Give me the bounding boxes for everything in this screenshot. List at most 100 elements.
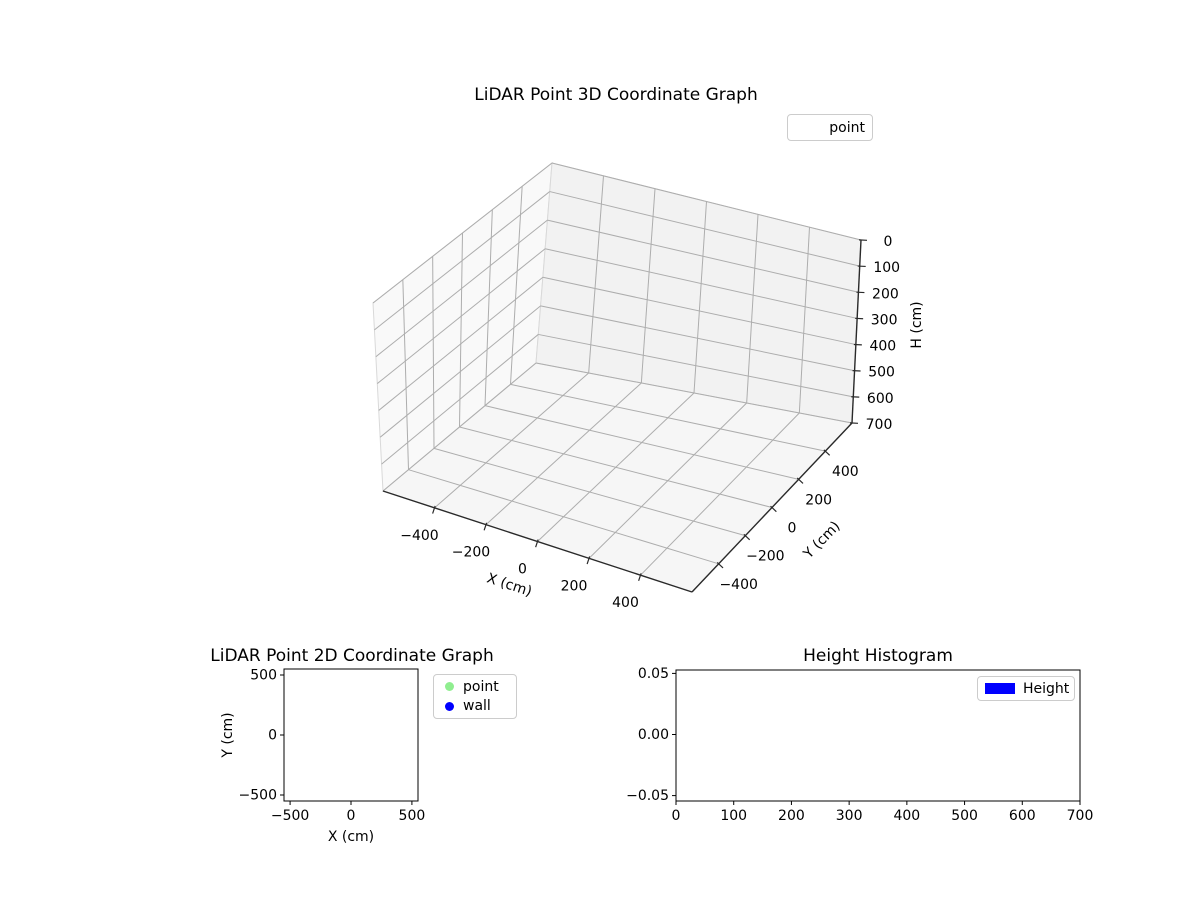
3d-x-tick-label: 400 xyxy=(612,595,639,611)
3d-x-tick-label: 0 xyxy=(518,562,527,578)
legend-label-wall: wall xyxy=(463,698,491,715)
legend-label-point: point xyxy=(463,678,499,695)
3d-y-gridline xyxy=(510,186,523,385)
legend-label-height: Height xyxy=(1023,680,1070,697)
plot2d-legend: point wall xyxy=(433,674,517,719)
hist-x-tick-label: 500 xyxy=(951,808,978,824)
hist-legend: Height xyxy=(977,676,1075,701)
3d-y-axis-label: Y (cm) xyxy=(800,518,844,562)
3d-z-tick-label: 200 xyxy=(872,286,899,302)
hist-y-tick-label: 0.00 xyxy=(638,727,669,743)
3d-x-tick xyxy=(586,556,591,565)
3d-z-gridline xyxy=(379,305,541,438)
2d-x-tick-label: −500 xyxy=(271,808,309,824)
3d-z-gridline xyxy=(374,191,551,331)
plot3d-legend: point xyxy=(787,114,873,141)
3d-y-tick xyxy=(823,449,831,456)
wall-marker-icon xyxy=(445,701,454,711)
hist-y-tick-label: 0.05 xyxy=(638,666,669,682)
3d-x-gridline xyxy=(746,214,759,404)
3d-z-gridline xyxy=(381,334,539,465)
legend-entry-wall: wall xyxy=(434,698,516,714)
hist-x-tick-label: 600 xyxy=(1009,808,1036,824)
3d-y-tick-label: −200 xyxy=(746,549,784,565)
3d-y-tick xyxy=(743,533,751,541)
3d-z-gridline xyxy=(378,276,544,411)
plot2d-title: LiDAR Point 2D Coordinate Graph xyxy=(210,646,494,666)
3d-z-gridline xyxy=(545,248,858,319)
3d-x-gridline xyxy=(693,201,707,394)
3d-z-tick-label: 0 xyxy=(884,234,893,250)
2d-y-tick-label: −500 xyxy=(239,788,277,804)
3d-z-gridline xyxy=(547,219,859,293)
3d-z-spine xyxy=(851,239,862,424)
3d-z-gridline xyxy=(372,162,553,304)
3d-z-gridline xyxy=(535,362,853,424)
3d-y-tick-label: 0 xyxy=(788,521,797,537)
plot2d-axes: −500 0 500 500 0 −500 X (cm) Y (cm) xyxy=(220,668,425,846)
3d-x-gridline xyxy=(588,175,604,374)
3d-z-tick-label: 600 xyxy=(867,391,894,407)
3d-z-axis-label: H (cm) xyxy=(909,301,925,348)
3d-z-gridline xyxy=(549,191,860,267)
3d-y-gridline xyxy=(510,383,826,452)
hist-x-tick-label: 300 xyxy=(836,808,863,824)
3d-z-tick-label: 300 xyxy=(871,312,898,328)
3d-z-gridline xyxy=(551,162,862,241)
height-swatch-icon xyxy=(985,683,1015,694)
3d-y-gridline xyxy=(459,232,463,428)
hist-x-tick-label: 100 xyxy=(720,808,747,824)
3d-y-tick-label: 200 xyxy=(805,492,832,508)
3d-y-tick xyxy=(770,505,777,513)
legend-entry-point: point xyxy=(434,679,516,695)
3d-y-tick-label: 400 xyxy=(832,464,859,480)
hist-x-tick-label: 200 xyxy=(778,808,805,824)
3d-z-gridline xyxy=(538,333,854,398)
3d-x-tick-label: 200 xyxy=(561,578,588,594)
3d-z-gridline xyxy=(376,248,546,384)
3d-y-tick xyxy=(716,562,724,569)
legend-label-point-3d: point xyxy=(829,119,865,136)
3d-y-gridline xyxy=(402,279,409,470)
hist-x-tick-label: 0 xyxy=(672,808,681,824)
3d-y-gridline xyxy=(484,209,493,406)
2d-y-tick-label: 0 xyxy=(268,728,277,744)
3d-y-gridline xyxy=(459,426,773,508)
3d-y-gridline xyxy=(484,405,799,480)
hist-x-tick-label: 400 xyxy=(893,808,920,824)
3d-z-tick-label: 700 xyxy=(866,417,893,433)
3d-y-tick xyxy=(796,477,804,484)
2d-x-axis-label: X (cm) xyxy=(328,829,374,845)
plot2d-frame xyxy=(283,668,419,802)
3d-z-gridline xyxy=(540,305,855,372)
3d-x-tick-label: −200 xyxy=(452,545,490,561)
plot3d-title: LiDAR Point 3D Coordinate Graph xyxy=(474,85,758,105)
2d-x-tick-label: 500 xyxy=(399,808,426,824)
2d-y-axis-label: Y (cm) xyxy=(220,712,236,758)
plot3d-axes: −400−2000200400−400−20002004000100200300… xyxy=(372,161,925,611)
hist-title: Height Histogram xyxy=(803,646,953,666)
2d-x-tick-label: 0 xyxy=(347,808,356,824)
hist-y-tick-label: −0.05 xyxy=(626,788,669,804)
3d-y-gridline xyxy=(432,256,435,449)
3d-y-gridline xyxy=(433,447,746,537)
3d-z-tick-label: 400 xyxy=(869,339,896,355)
3d-x-tick xyxy=(483,522,488,531)
3d-y-gridline xyxy=(408,469,719,565)
3d-x-tick xyxy=(432,505,436,514)
3d-z-tick-label: 500 xyxy=(868,365,895,381)
3d-z-tick-label: 100 xyxy=(873,260,900,276)
point-marker-icon xyxy=(445,682,454,692)
3d-x-tick-label: −400 xyxy=(400,528,438,544)
3d-x-tick xyxy=(638,573,642,582)
3d-x-gridline xyxy=(798,227,810,414)
3d-y-tick-label: −400 xyxy=(719,577,757,593)
3d-x-gridline xyxy=(640,188,656,384)
3d-z-gridline xyxy=(375,219,548,358)
hist-x-tick-label: 700 xyxy=(1067,808,1094,824)
3d-z-gridline xyxy=(542,276,856,346)
3d-z-gridline xyxy=(382,362,537,492)
3d-x-tick xyxy=(535,539,539,548)
